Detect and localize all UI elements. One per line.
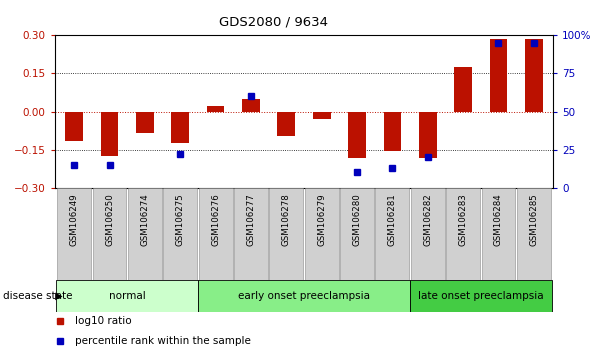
Bar (207, 107, 224, 112)
Text: GSM106249: GSM106249 (70, 193, 78, 246)
Bar (136, 112, 154, 133)
Bar (419, 112, 437, 159)
Text: log10 ratio: log10 ratio (75, 316, 131, 326)
Bar (57, 188, 91, 280)
Bar (517, 188, 551, 280)
Bar (234, 188, 268, 280)
Text: late onset preeclampsia: late onset preeclampsia (418, 291, 544, 301)
Text: GSM106279: GSM106279 (317, 193, 326, 246)
Text: GSM106277: GSM106277 (246, 193, 255, 246)
Bar (57, 280, 198, 312)
Text: GSM106278: GSM106278 (282, 193, 291, 246)
Text: GSM106250: GSM106250 (105, 193, 114, 246)
Bar (525, 39, 543, 112)
Text: GSM106285: GSM106285 (530, 193, 538, 246)
Bar (348, 112, 366, 159)
Bar (171, 112, 189, 143)
Bar (269, 188, 303, 280)
Bar (410, 280, 551, 312)
Bar (446, 188, 480, 280)
Text: GSM106276: GSM106276 (211, 193, 220, 246)
Text: GSM106280: GSM106280 (353, 193, 362, 246)
Bar (375, 188, 409, 280)
Bar (198, 280, 410, 312)
Text: disease state: disease state (3, 291, 72, 301)
Text: percentile rank within the sample: percentile rank within the sample (75, 336, 250, 346)
Text: ▶: ▶ (52, 291, 62, 301)
Bar (199, 188, 233, 280)
Text: GSM106283: GSM106283 (458, 193, 468, 246)
Text: early onset preeclampsia: early onset preeclampsia (238, 291, 370, 301)
Bar (242, 99, 260, 112)
Bar (92, 188, 126, 280)
Bar (65, 112, 83, 141)
Bar (340, 188, 374, 280)
Text: GSM106281: GSM106281 (388, 193, 397, 246)
Text: GDS2080 / 9634: GDS2080 / 9634 (219, 16, 328, 29)
Bar (128, 188, 162, 280)
Bar (277, 112, 295, 136)
Text: normal: normal (109, 291, 145, 301)
Bar (489, 39, 507, 112)
Text: GSM106275: GSM106275 (176, 193, 185, 246)
Bar (164, 188, 197, 280)
Bar (384, 112, 401, 151)
Text: GSM106274: GSM106274 (140, 193, 150, 246)
Bar (411, 188, 444, 280)
Text: GSM106284: GSM106284 (494, 193, 503, 246)
Text: GSM106282: GSM106282 (423, 193, 432, 246)
Bar (454, 67, 472, 112)
Bar (305, 188, 339, 280)
Bar (101, 112, 119, 156)
Bar (482, 188, 516, 280)
Bar (313, 112, 331, 119)
